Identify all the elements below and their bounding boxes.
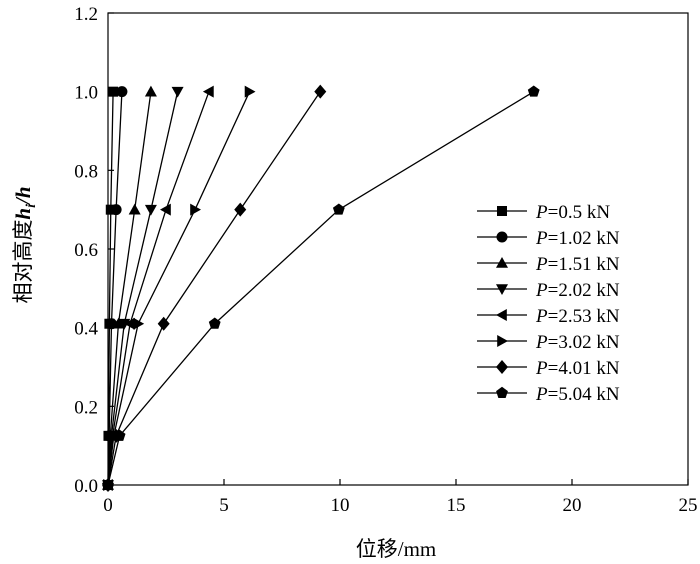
series-7 (102, 84, 327, 492)
legend-label-value: =3.02 kN (548, 332, 620, 353)
legend-swatch-marker (496, 231, 508, 243)
x-tick-label: 15 (447, 495, 466, 516)
x-tick-label: 0 (103, 495, 113, 516)
x-tick-label: 25 (679, 495, 698, 516)
legend-item: P=2.02 kN (477, 280, 620, 301)
legend-item: P=1.02 kN (477, 228, 620, 249)
series-6-point (190, 203, 201, 216)
legend-label-variable: P (535, 384, 548, 405)
legend-label-variable: P (535, 280, 548, 301)
legend-swatch-marker (496, 284, 508, 295)
legend: P=0.5 kNP=1.02 kNP=1.51 kNP=2.02 kNP=2.5… (477, 202, 620, 405)
legend-swatch-marker (496, 360, 508, 374)
x-tick-label: 20 (563, 495, 582, 516)
legend-label-value: =5.04 kN (548, 384, 620, 405)
legend-swatch-marker (497, 335, 508, 347)
series-4-point (118, 318, 131, 330)
series-5-point (124, 317, 135, 330)
legend-label: P=2.02 kN (535, 280, 620, 301)
series-2-point (116, 86, 128, 98)
y-tick-label: 1.0 (74, 83, 98, 104)
x-axis-title: 位移/mm (356, 537, 437, 561)
y-axis-title-main: 相对高度 (11, 220, 35, 304)
legend-item: P=1.51 kN (477, 254, 620, 275)
legend-label-variable: P (535, 358, 548, 379)
x-tick-label: 5 (219, 495, 229, 516)
series-layer (102, 84, 540, 492)
y-axis-title-var1: h (11, 208, 35, 220)
series-4-point (144, 204, 157, 216)
series-4-point (171, 86, 184, 98)
legend-swatch-marker (496, 257, 508, 268)
legend-label-value: =2.53 kN (548, 306, 620, 327)
legend-label: P=1.02 kN (535, 228, 620, 249)
legend-label-variable: P (535, 228, 548, 249)
y-axis-title: 相对高度hi/h (11, 186, 39, 303)
series-6-line (107, 91, 251, 486)
series-3-point (112, 317, 125, 329)
legend-label: P=5.04 kN (535, 384, 620, 405)
y-tick-label: 0.8 (74, 161, 98, 182)
series-8-point (208, 317, 221, 329)
y-tick-label: 0.6 (74, 240, 98, 261)
axes-layer: 0 5 10 15 20 25 0.0 0.2 0.4 0.6 0.8 1.0 1.2 (74, 4, 697, 516)
legend-item: P=3.02 kN (477, 332, 620, 353)
series-8-point (113, 429, 126, 441)
series-8-point (527, 85, 540, 97)
legend-label: P=4.01 kN (535, 358, 620, 379)
legend-label-value: =4.01 kN (548, 358, 620, 379)
legend-label-variable: P (535, 306, 548, 327)
legend-label-variable: P (535, 254, 548, 275)
series-3-point (128, 203, 141, 215)
legend-label: P=2.53 kN (535, 306, 620, 327)
legend-swatch-marker (496, 309, 507, 321)
series-5-point (202, 85, 214, 98)
x-tick-label: 10 (331, 495, 350, 516)
y-axis-title-var2: h (11, 186, 35, 198)
legend-label-value: =0.5 kN (548, 202, 611, 223)
legend-label-variable: P (535, 202, 548, 223)
legend-label: P=0.5 kN (535, 202, 610, 223)
series-3-point (144, 85, 157, 97)
legend-label-variable: P (535, 332, 548, 353)
series-7-point (234, 202, 247, 217)
series-6-point (133, 317, 145, 330)
y-tick-label: 0.0 (74, 476, 98, 497)
series-8-line (107, 91, 535, 486)
legend-swatch-marker (496, 386, 508, 399)
series-8-point (332, 203, 345, 215)
series-7-line (107, 91, 321, 486)
legend-swatch-marker (497, 206, 507, 216)
y-axis-title-slash: / (11, 196, 35, 206)
series-6-point (244, 85, 256, 98)
legend-label-value: =2.02 kN (548, 280, 620, 301)
legend-label: P=1.51 kN (535, 254, 620, 275)
y-tick-label: 0.2 (74, 397, 98, 418)
legend-label-value: =1.02 kN (548, 228, 620, 249)
y-tick-label: 1.2 (74, 4, 98, 25)
legend-label-value: =1.51 kN (548, 254, 620, 275)
series-7-point (314, 84, 327, 99)
y-tick-label: 0.4 (74, 319, 98, 340)
series-7-point (157, 316, 170, 331)
legend-label: P=3.02 kN (535, 332, 620, 353)
legend-item: P=4.01 kN (477, 358, 620, 379)
series-5-point (160, 203, 171, 216)
series-8 (102, 85, 540, 491)
series-6 (103, 85, 256, 491)
legend-item: P=0.5 kN (477, 202, 610, 223)
legend-item: P=5.04 kN (477, 384, 620, 405)
series-2-point (110, 204, 122, 216)
legend-item: P=2.53 kN (477, 306, 620, 327)
plot-frame (107, 12, 689, 486)
y-axis-title-sub: i (24, 204, 39, 208)
